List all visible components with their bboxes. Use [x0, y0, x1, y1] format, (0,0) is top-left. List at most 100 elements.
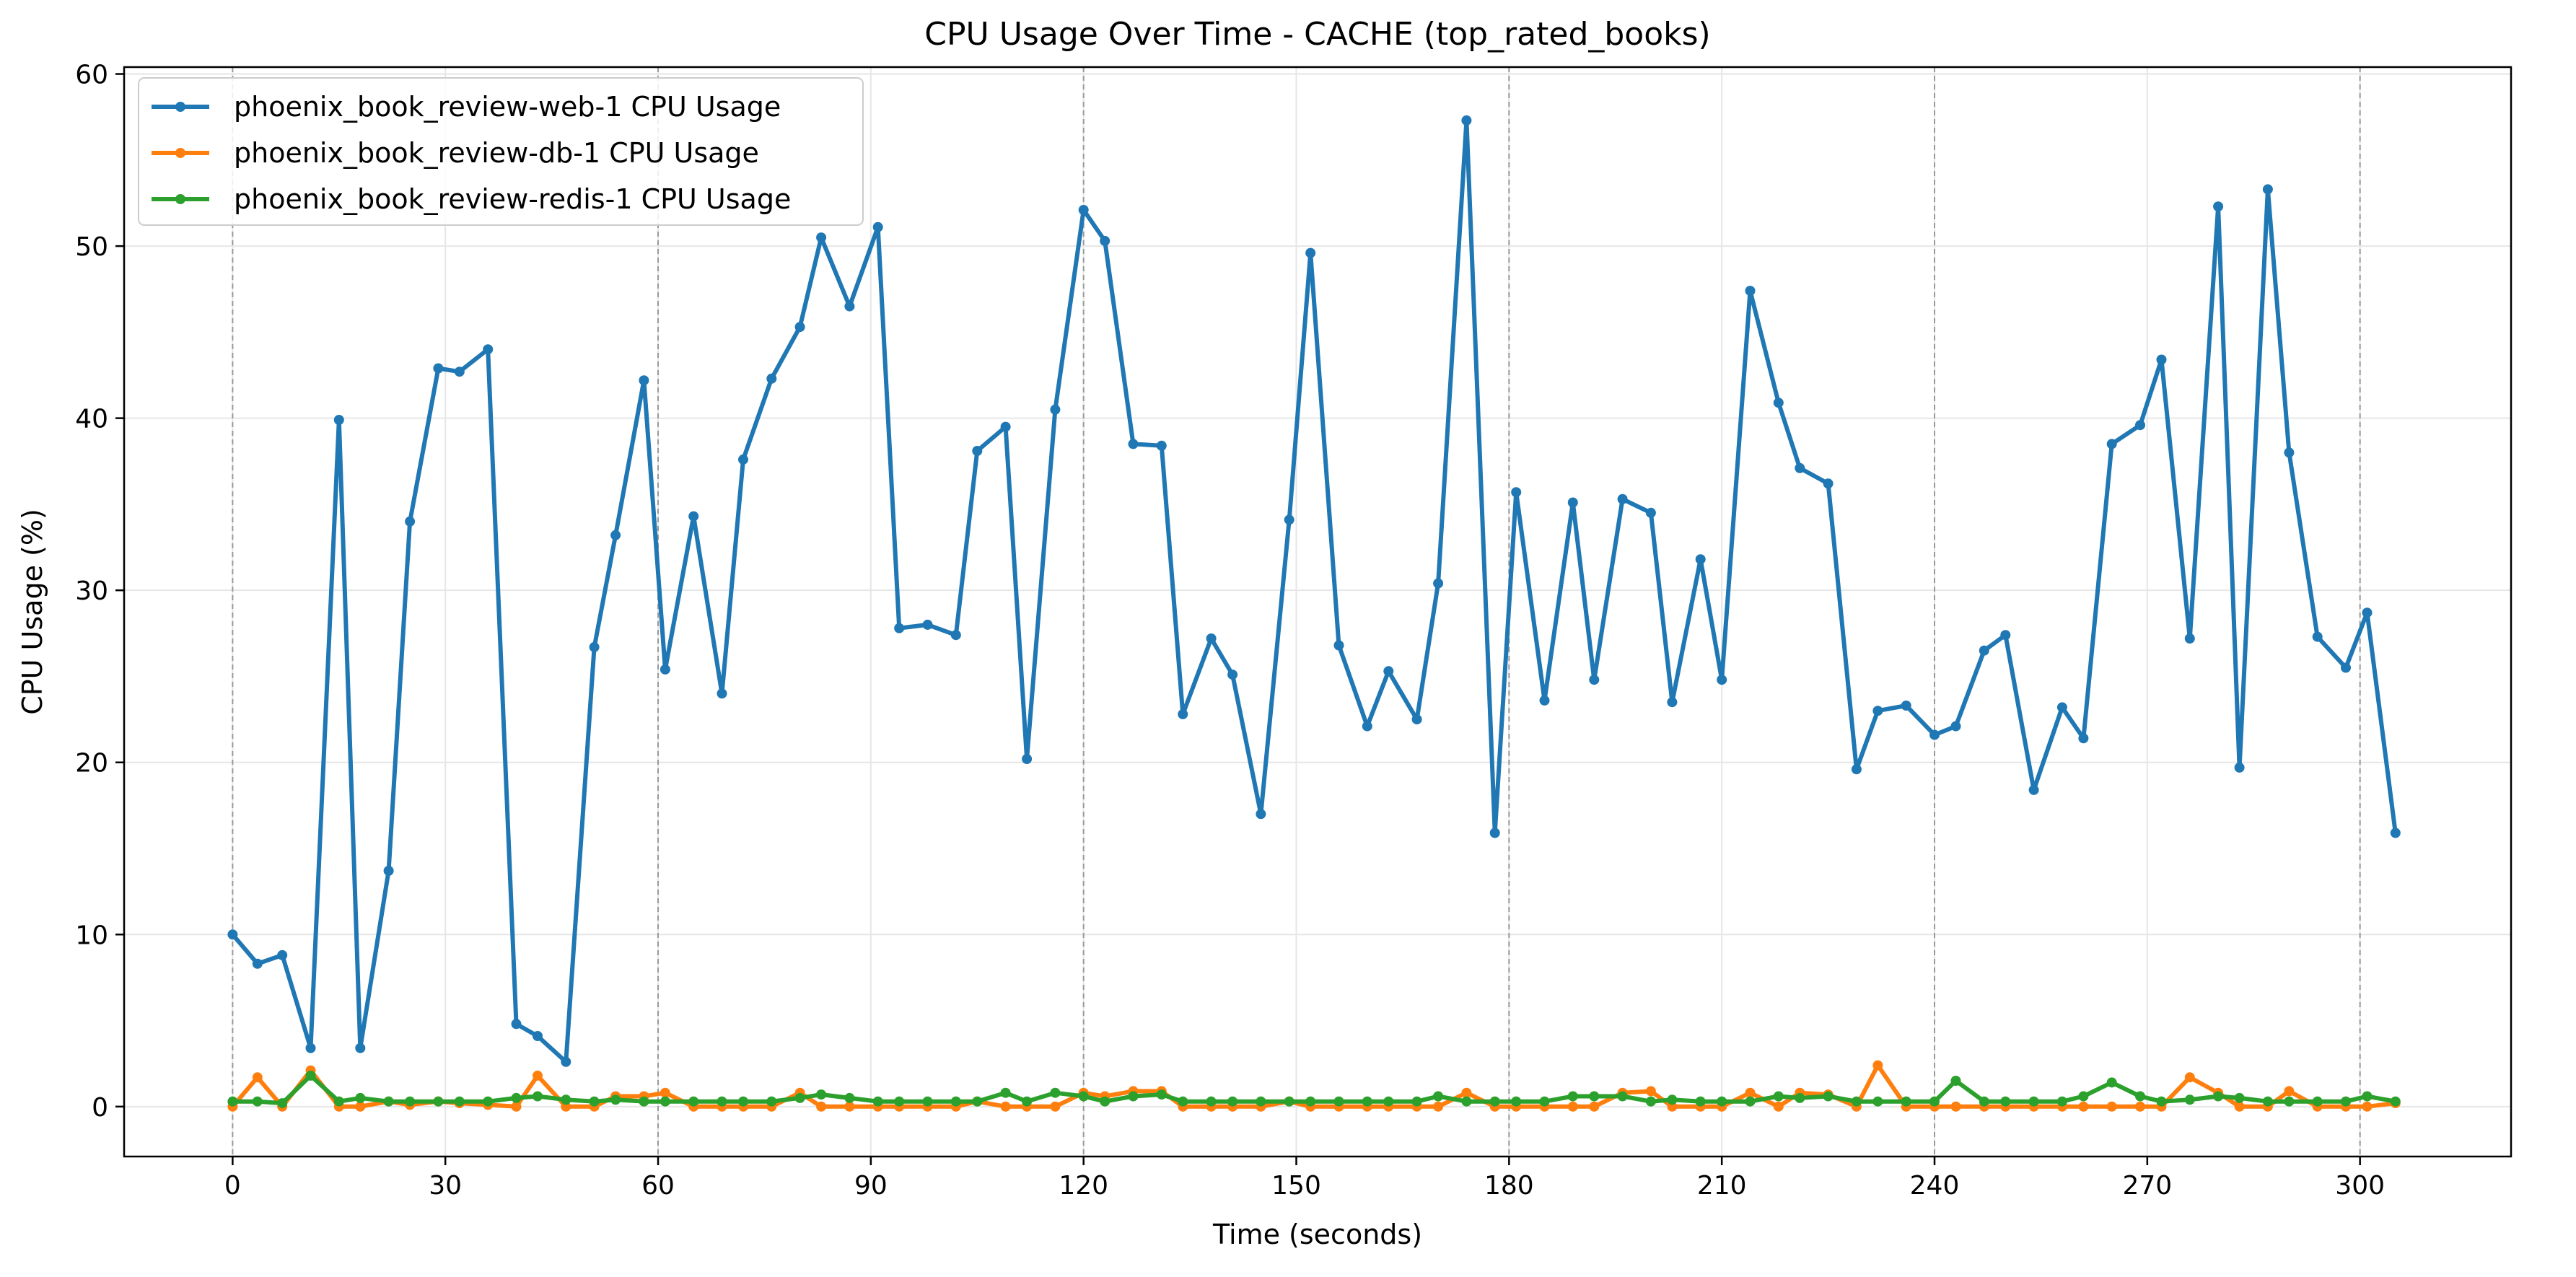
data-point	[688, 511, 699, 522]
legend-label: phoenix_book_review-db-1 CPU Usage	[234, 137, 759, 169]
data-point	[1795, 1092, 1805, 1103]
data-point	[1178, 708, 1188, 719]
data-point	[2312, 1096, 2323, 1107]
data-point	[1256, 1096, 1266, 1107]
data-point	[1489, 1096, 1500, 1107]
data-point	[1433, 1101, 1444, 1112]
data-point	[533, 1070, 543, 1081]
grid-layer	[124, 67, 2511, 1157]
data-point	[2390, 828, 2401, 838]
legend: phoenix_book_review-web-1 CPU Usage phoen…	[138, 77, 864, 226]
data-point	[1100, 235, 1110, 246]
data-point	[1950, 1076, 1961, 1086]
data-point	[639, 1096, 649, 1107]
data-point	[1795, 462, 1805, 473]
data-point	[738, 1096, 748, 1107]
data-point	[922, 1096, 933, 1107]
legend-items: phoenix_book_review-web-1 CPU Usage phoen…	[152, 91, 791, 215]
data-point	[2213, 201, 2224, 212]
data-point	[252, 958, 263, 969]
data-point	[2234, 1101, 2245, 1112]
data-point	[2135, 1101, 2145, 1112]
data-point	[2106, 1077, 2117, 1088]
data-point	[950, 1096, 961, 1107]
legend-label: phoenix_book_review-redis-1 CPU Usage	[234, 183, 791, 215]
x-tick-label: 120	[1059, 1171, 1108, 1201]
data-point	[511, 1019, 522, 1030]
data-point	[2362, 1101, 2373, 1112]
data-point	[2341, 1096, 2351, 1107]
data-point	[738, 454, 748, 465]
data-point	[1383, 666, 1394, 677]
data-point	[2078, 733, 2089, 744]
data-point	[2362, 1091, 2373, 1102]
data-point	[1745, 286, 1756, 297]
data-point	[1227, 670, 1238, 680]
data-point	[2106, 1101, 2117, 1112]
series-2	[227, 1060, 2401, 1112]
y-axis-ticks: 0 10 20 30 40 50 60	[75, 61, 124, 1123]
data-point	[1667, 697, 1678, 708]
data-point	[2156, 354, 2167, 365]
data-point	[1128, 1091, 1139, 1102]
data-point	[2156, 1096, 2167, 1107]
data-point	[383, 866, 394, 876]
data-point	[483, 1096, 494, 1107]
data-point	[1745, 1087, 1756, 1098]
data-point	[894, 623, 905, 633]
data-point	[2078, 1101, 2089, 1112]
data-point	[2056, 702, 2067, 713]
data-point	[333, 415, 344, 425]
data-point	[1227, 1096, 1238, 1107]
data-point	[1411, 1096, 1422, 1107]
x-axis-label: Time (seconds)	[1212, 1219, 1422, 1250]
data-point	[383, 1096, 394, 1107]
data-point	[2234, 1092, 2245, 1103]
data-point	[1617, 1091, 1628, 1102]
data-point	[1745, 1096, 1756, 1107]
data-point	[1901, 1096, 1911, 1107]
data-point	[2284, 1096, 2295, 1107]
y-tick-label: 20	[75, 749, 108, 778]
x-tick-label: 180	[1484, 1171, 1534, 1201]
data-point	[483, 344, 494, 355]
plot-frame	[123, 66, 2513, 1158]
data-point	[1305, 1096, 1316, 1107]
data-point	[1000, 421, 1011, 432]
data-point	[2000, 1096, 2011, 1107]
x-tick-label: 0	[224, 1171, 241, 1201]
data-point	[816, 232, 827, 243]
data-point	[1128, 439, 1139, 449]
data-point	[2028, 784, 2039, 795]
data-point	[844, 1101, 855, 1112]
series-layer	[227, 115, 2401, 1112]
data-point	[1645, 1096, 1656, 1107]
data-point	[1645, 507, 1656, 518]
data-point	[1461, 1087, 1472, 1098]
data-point	[1156, 440, 1167, 451]
data-point	[1695, 554, 1706, 565]
data-point	[844, 1092, 855, 1103]
data-point	[1333, 640, 1344, 651]
data-point	[1950, 1101, 1961, 1112]
data-point	[277, 1098, 288, 1109]
data-point	[1511, 487, 1522, 498]
data-point	[1489, 828, 1500, 838]
legend-box	[138, 77, 864, 226]
data-point	[1567, 1101, 1578, 1112]
data-point	[433, 1096, 444, 1107]
data-point	[1050, 1087, 1061, 1098]
series-1	[227, 115, 2401, 1067]
data-point	[355, 1101, 366, 1112]
data-point	[1050, 404, 1061, 415]
data-point	[1206, 633, 1217, 644]
data-point	[2234, 762, 2245, 773]
x-tick-label: 60	[641, 1171, 675, 1201]
data-point	[1511, 1096, 1522, 1107]
data-point	[1461, 1096, 1472, 1107]
data-point	[894, 1096, 905, 1107]
data-point	[2262, 184, 2273, 195]
data-point	[405, 1096, 416, 1107]
data-point	[1567, 497, 1578, 508]
data-point	[922, 619, 933, 630]
